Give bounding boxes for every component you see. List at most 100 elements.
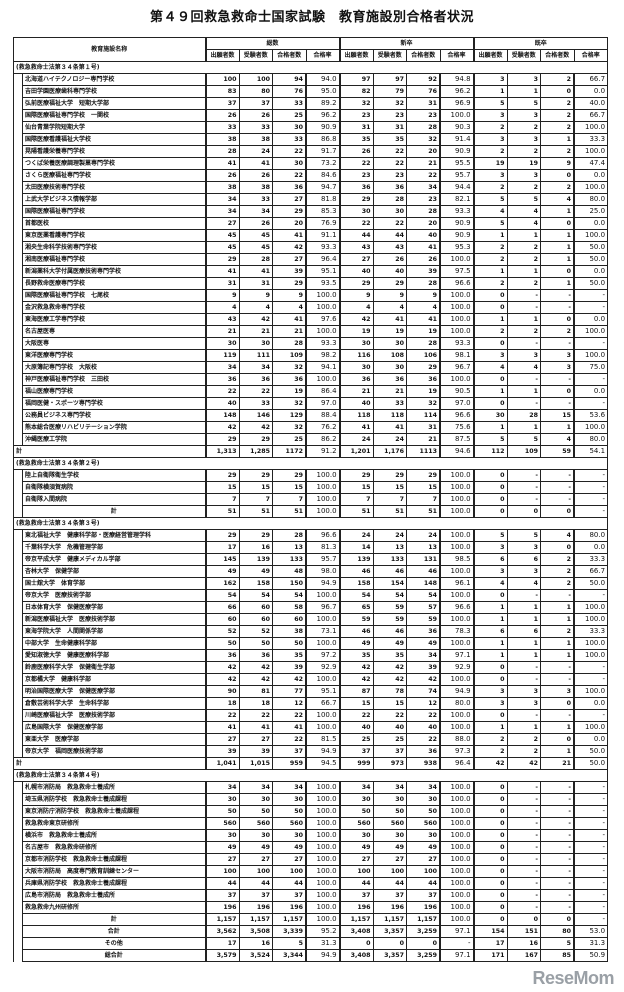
count-cell: 44 [406,877,441,890]
facility-name: 東海医療工学専門学校 [21,313,207,326]
count-cell: 34 [238,361,274,374]
count-cell: 139 [338,553,374,566]
count-cell: 25 [372,733,408,746]
pass-rate-cell: - [573,301,609,314]
pass-rate-cell: 54.1 [573,445,609,458]
count-cell: 148 [204,409,240,422]
facility-name: 中部大学 生命健康科学部 [21,637,207,650]
pass-rate-cell: - [573,661,609,674]
pass-rate-cell: 100.0 [439,721,475,734]
count-cell: 49 [372,637,408,650]
pass-rate-cell: 100.0 [573,685,609,698]
pass-rate-cell: 90.9 [439,217,475,230]
count-cell: 3,408 [338,949,374,962]
count-cell: 50 [372,805,408,818]
count-cell: 0 [472,481,508,494]
pass-rate-cell: 100.0 [439,529,475,542]
table-row: 沖縄医療工学院 29 29 25 86.2 24 24 21 87.5 5 5 4 80.0 [13,433,609,446]
pass-rate-cell: 0.0 [573,385,609,398]
section-fill [205,61,609,74]
pass-rate-cell: 100.0 [439,565,475,578]
count-cell: 30 [338,829,374,842]
count-cell: - [540,481,575,494]
pass-rate-cell: 50.9 [573,949,609,962]
pass-rate-cell: 94.9 [439,685,475,698]
facility-name: 長野救命医療専門学校 [21,277,207,290]
count-cell: 76 [272,85,307,98]
count-cell: 1 [472,229,508,242]
row-indent [13,853,23,866]
count-cell: 15 [238,481,274,494]
count-cell: 145 [204,553,240,566]
row-indent [13,721,23,734]
count-cell: 30 [372,793,408,806]
pass-rate-cell: 96.2 [305,109,341,122]
pass-rate-cell: 96.6 [439,277,475,290]
count-cell: - [540,301,575,314]
table-header: 教育施設名称 総数 新卒 既卒 出願者数 受験者数 合格者数 合格率 出願者数 受験者数合… [12,37,609,62]
count-cell: - [506,493,542,506]
count-cell: 33 [272,97,307,110]
count-cell: 9 [238,289,274,302]
grand-total-label: 総合計 [21,949,207,962]
count-cell: 46 [372,565,408,578]
facility-name: 熊本総合医療リハビリテーション学院 [21,421,207,434]
count-cell: 4 [506,217,542,230]
count-cell: 560 [372,817,408,830]
row-indent [13,925,23,938]
count-cell: 1 [472,721,508,734]
count-cell: 1 [540,253,575,266]
count-cell: 42 [506,757,542,770]
count-cell: 3 [506,169,542,182]
count-cell: 100 [338,865,374,878]
count-cell: 9 [372,289,408,302]
count-cell: 30 [406,829,441,842]
count-cell: 66 [204,601,240,614]
count-cell: - [540,877,575,890]
count-cell: 36 [238,373,274,386]
pass-rate-cell: 100.0 [305,637,341,650]
count-cell: 28 [406,337,441,350]
count-cell: 36 [272,181,307,194]
count-cell: 52 [238,625,274,638]
count-cell: 167 [506,949,542,962]
count-cell: 28 [506,409,542,422]
count-cell: 60 [272,613,307,626]
pass-rate-cell: 33.3 [573,553,609,566]
count-cell: 40 [204,397,240,410]
row-indent [13,625,23,638]
count-cell: 0 [472,865,508,878]
count-cell: 37 [338,745,374,758]
count-cell: 3,508 [238,925,274,938]
count-cell: 1 [472,601,508,614]
count-cell: 32 [272,361,307,374]
count-cell: 1 [506,85,542,98]
pass-rate-cell: 95.3 [439,241,475,254]
count-cell: 45 [238,241,274,254]
grand-total-row: その他 17 16 5 31.3 0 0 0-17 16 5 31.3 [13,937,609,950]
pass-rate-cell: 100.0 [439,481,475,494]
facility-name: 国際医療福祉専門学校 [21,205,207,218]
header-subcol: 合格者数 [406,49,441,62]
count-cell: 77 [272,685,307,698]
count-cell: 74 [406,685,441,698]
count-cell: 0 [472,337,508,350]
count-cell: 30 [204,337,240,350]
count-cell: 49 [272,841,307,854]
count-cell: 0 [540,217,575,230]
count-cell: 4 [472,577,508,590]
count-cell: 30 [372,361,408,374]
count-cell: 5 [506,433,542,446]
count-cell: 34 [204,193,240,206]
row-indent [13,349,23,362]
count-cell: 42 [238,661,274,674]
count-cell: 36 [204,373,240,386]
count-cell: 1,201 [338,445,374,458]
pass-rate-cell: 100.0 [439,901,475,914]
pass-rate-cell: 93.3 [439,337,475,350]
table-row: 新潟医療福祉大学 医療技術学部 60 60 60 100.0 59 59 59 100.0 1 1 1… [13,613,609,626]
row-indent [13,325,23,338]
pass-rate-cell: 100.0 [305,901,341,914]
pass-rate-cell: 100.0 [305,373,341,386]
pass-rate-cell: - [573,889,609,902]
